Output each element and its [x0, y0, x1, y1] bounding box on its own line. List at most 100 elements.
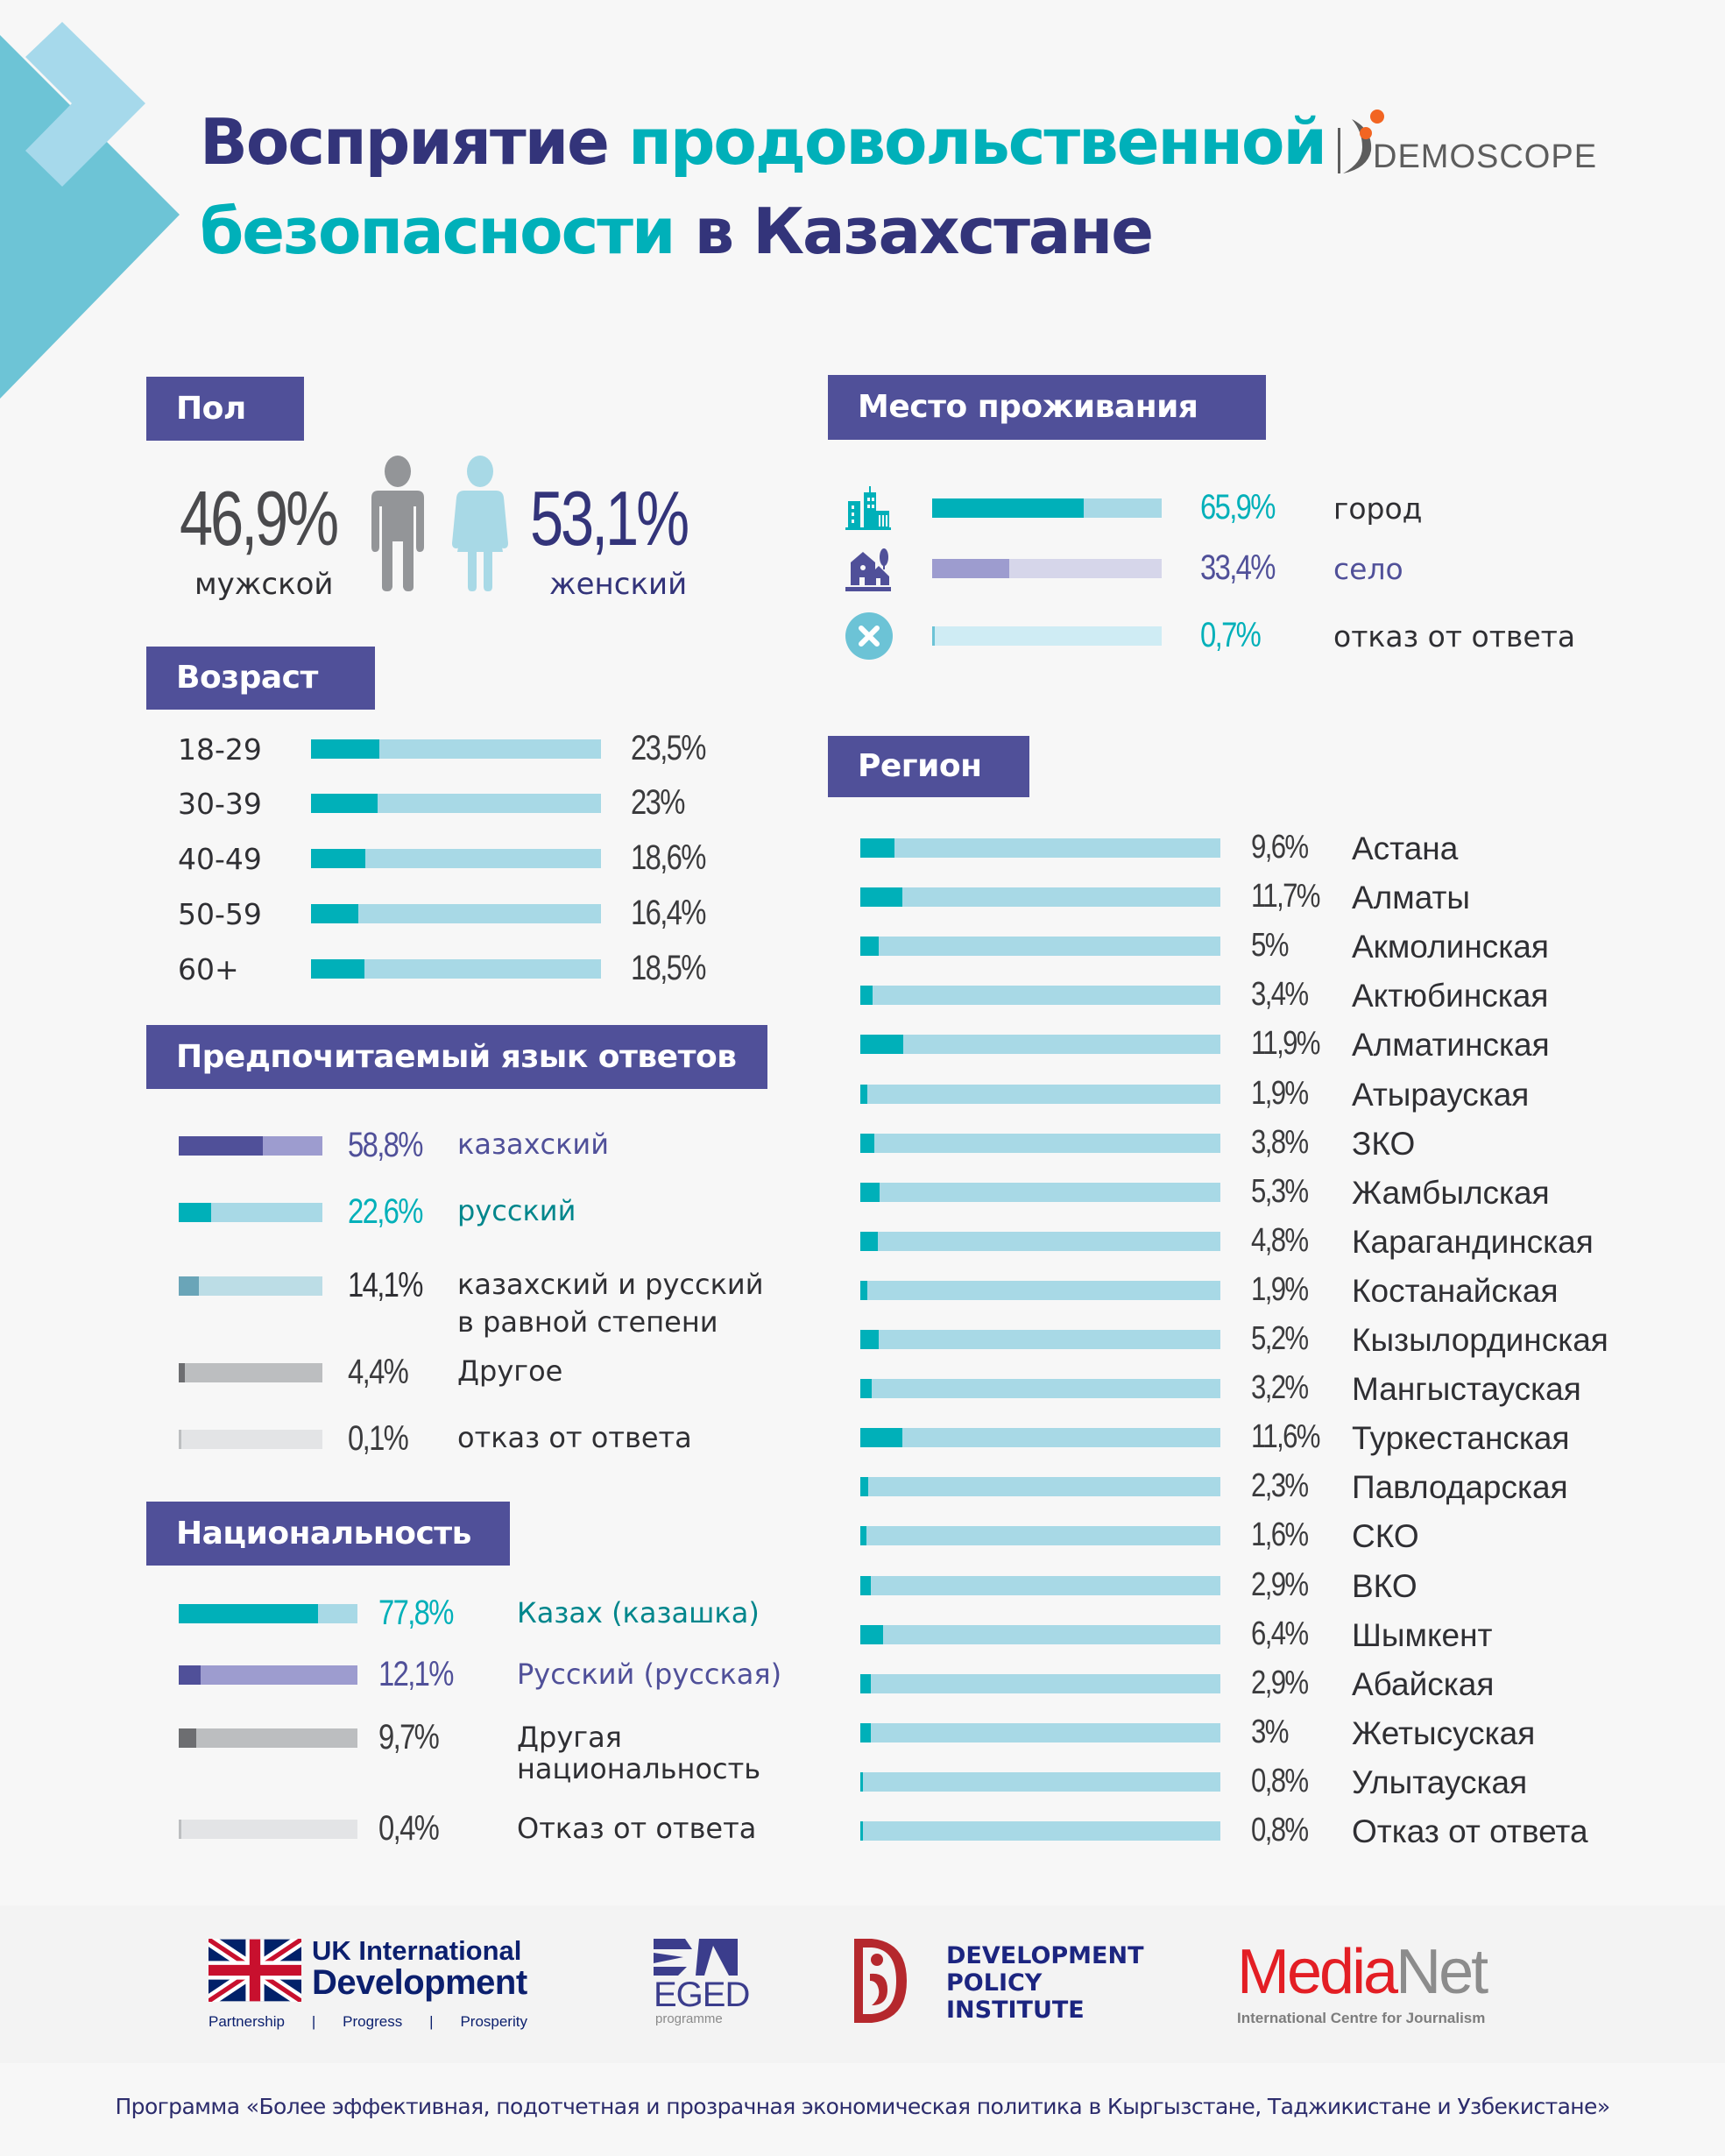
region-row-label: Абайская — [1352, 1666, 1495, 1702]
dpi-text: DEVELOPMENT POLICY INSTITUTE — [946, 1942, 1144, 2024]
region-row-bar-fill — [860, 1674, 871, 1693]
refusal-x-icon — [845, 612, 893, 660]
age-row-bar — [311, 739, 601, 759]
residence-row-pct: 0,7% — [1200, 616, 1262, 654]
region-row-bar-fill — [860, 1576, 871, 1595]
city-icon — [845, 486, 891, 530]
region-row-bar-fill — [860, 937, 879, 956]
nationality-row-bar — [179, 1604, 357, 1623]
nationality-row-pct: 77,8% — [378, 1594, 454, 1632]
residence-row-bar — [932, 559, 1162, 578]
age-row-bar — [311, 959, 601, 979]
section-heading-language: Предпочитаемый язык ответов — [146, 1025, 767, 1089]
uk-tag-prosperity: Prosperity — [460, 2013, 527, 2030]
dpi-line3: INSTITUTE — [946, 1997, 1085, 2024]
age-row-bar-fill — [311, 849, 365, 868]
language-row-pct: 58,8% — [348, 1126, 423, 1164]
region-row-bar — [860, 1526, 1220, 1545]
section-heading-nationality: Национальность — [146, 1502, 510, 1566]
residence-row-label: город — [1333, 491, 1423, 526]
uk-logo-line1: UK International — [312, 1935, 522, 1966]
nationality-row-pct: 0,4% — [378, 1809, 440, 1848]
title-word-kazakhstan: в Казахстане — [694, 194, 1155, 268]
region-row-bar — [860, 1085, 1220, 1104]
region-row-bar-fill — [860, 1232, 878, 1251]
nationality-row-bar — [179, 1820, 357, 1839]
region-row-bar — [860, 1183, 1220, 1202]
nationality-row-label: Русский (русская) — [517, 1658, 782, 1691]
language-row-pct: 0,1% — [348, 1419, 409, 1458]
region-row-bar — [860, 887, 1220, 907]
region-row-bar-fill — [860, 986, 873, 1005]
page-title-line1: Восприятие продовольственной — [200, 110, 1327, 173]
region-row-bar-fill — [860, 1035, 903, 1054]
medianet-media: Media — [1237, 1937, 1398, 2007]
age-row-bar-fill — [311, 794, 378, 813]
union-jack-flag-icon — [209, 1939, 301, 2002]
region-row-label: Алматинская — [1352, 1027, 1550, 1063]
region-row-bar-fill — [860, 1772, 863, 1792]
region-row-label: ЗКО — [1352, 1126, 1416, 1162]
title-word-perception: Восприятие — [200, 105, 610, 179]
medianet-subtitle: International Centre for Journalism — [1237, 2010, 1486, 2026]
programme-caption: Программа «Более эффективная, подотчетна… — [115, 2094, 1610, 2119]
region-row-bar — [860, 1330, 1220, 1349]
residence-row-label: село — [1333, 552, 1403, 586]
demoscope-logo-text: DEMOSCOPE — [1373, 138, 1598, 175]
nationality-row-label: Отказ от ответа — [517, 1812, 757, 1845]
decorative-arrow-shapes — [0, 22, 180, 399]
residence-row-bar — [932, 626, 1162, 646]
region-row-bar — [860, 937, 1220, 956]
region-row-bar — [860, 1281, 1220, 1300]
age-row-bar-fill — [311, 904, 358, 923]
residence-row-pct: 33,4% — [1200, 548, 1276, 587]
region-row-label: Жетысуская — [1352, 1715, 1536, 1751]
region-row-pct: 6,4% — [1251, 1615, 1309, 1652]
region-row-bar — [860, 1674, 1220, 1693]
region-row-label: Астана — [1352, 831, 1459, 866]
region-row-bar — [860, 1723, 1220, 1742]
language-row-pct: 14,1% — [348, 1266, 423, 1304]
age-row-label: 18-29 — [178, 732, 262, 767]
region-row-bar — [860, 1232, 1220, 1251]
region-row-bar — [860, 1821, 1220, 1841]
residence-row-label: отказ от ответа — [1333, 619, 1576, 654]
region-row-bar — [860, 1576, 1220, 1595]
language-row-label: отказ от ответа — [457, 1421, 692, 1454]
age-row-label: 50-59 — [178, 897, 262, 931]
dpi-line2: POLICY — [946, 1969, 1043, 1997]
region-row-label: Алматы — [1352, 880, 1471, 915]
eged-emblem-icon — [654, 1939, 738, 1976]
region-row-pct: 1,9% — [1251, 1075, 1309, 1112]
uk-tag-partnership: Partnership — [209, 2013, 285, 2030]
region-row-pct: 5% — [1251, 927, 1289, 964]
region-row-pct: 3,4% — [1251, 976, 1309, 1013]
region-row-pct: 11,7% — [1251, 878, 1320, 915]
language-row-bar — [179, 1136, 322, 1156]
region-row-bar — [860, 1035, 1220, 1054]
region-row-bar-fill — [860, 1183, 880, 1202]
language-row-pct: 22,6% — [348, 1192, 423, 1231]
medianet-logo: MediaNet International Centre for Journa… — [1237, 1940, 1526, 2028]
region-row-bar-fill — [860, 1379, 872, 1398]
gender-male-label: мужской — [194, 567, 334, 602]
male-figure-icon — [371, 456, 424, 591]
region-row-pct: 9,6% — [1251, 829, 1309, 866]
region-row-bar-fill — [860, 1477, 868, 1496]
region-row-pct: 3,2% — [1251, 1369, 1309, 1406]
region-row-pct: 1,9% — [1251, 1271, 1309, 1308]
residence-row-bar — [932, 498, 1162, 518]
region-row-bar — [860, 838, 1220, 858]
demoscope-logo-mark-icon — [1338, 110, 1384, 173]
language-row-label-line2: в равной степени — [457, 1305, 718, 1339]
region-row-bar — [860, 1772, 1220, 1792]
uk-tag-separator: | — [311, 2013, 316, 2030]
uk-logo-tagline: Partnership | Progress | Prosperity — [209, 2014, 527, 2029]
region-row-bar — [860, 1379, 1220, 1398]
region-row-label: Туркестанская — [1352, 1420, 1570, 1456]
language-row-bar — [179, 1203, 322, 1222]
language-row-label: Другое — [457, 1354, 563, 1388]
age-row-pct: 23% — [631, 783, 685, 822]
medianet-wordmark: MediaNet — [1237, 1937, 1488, 2007]
region-row-pct: 11,6% — [1251, 1418, 1320, 1455]
